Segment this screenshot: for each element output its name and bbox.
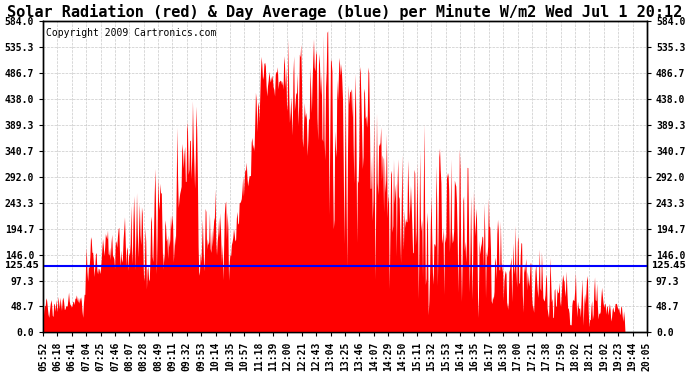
Text: Copyright 2009 Cartronics.com: Copyright 2009 Cartronics.com [46,27,217,38]
Title: Solar Radiation (red) & Day Average (blue) per Minute W/m2 Wed Jul 1 20:12: Solar Radiation (red) & Day Average (blu… [8,4,682,20]
Text: 125.45: 125.45 [651,261,686,270]
Text: 125.45: 125.45 [4,261,39,270]
